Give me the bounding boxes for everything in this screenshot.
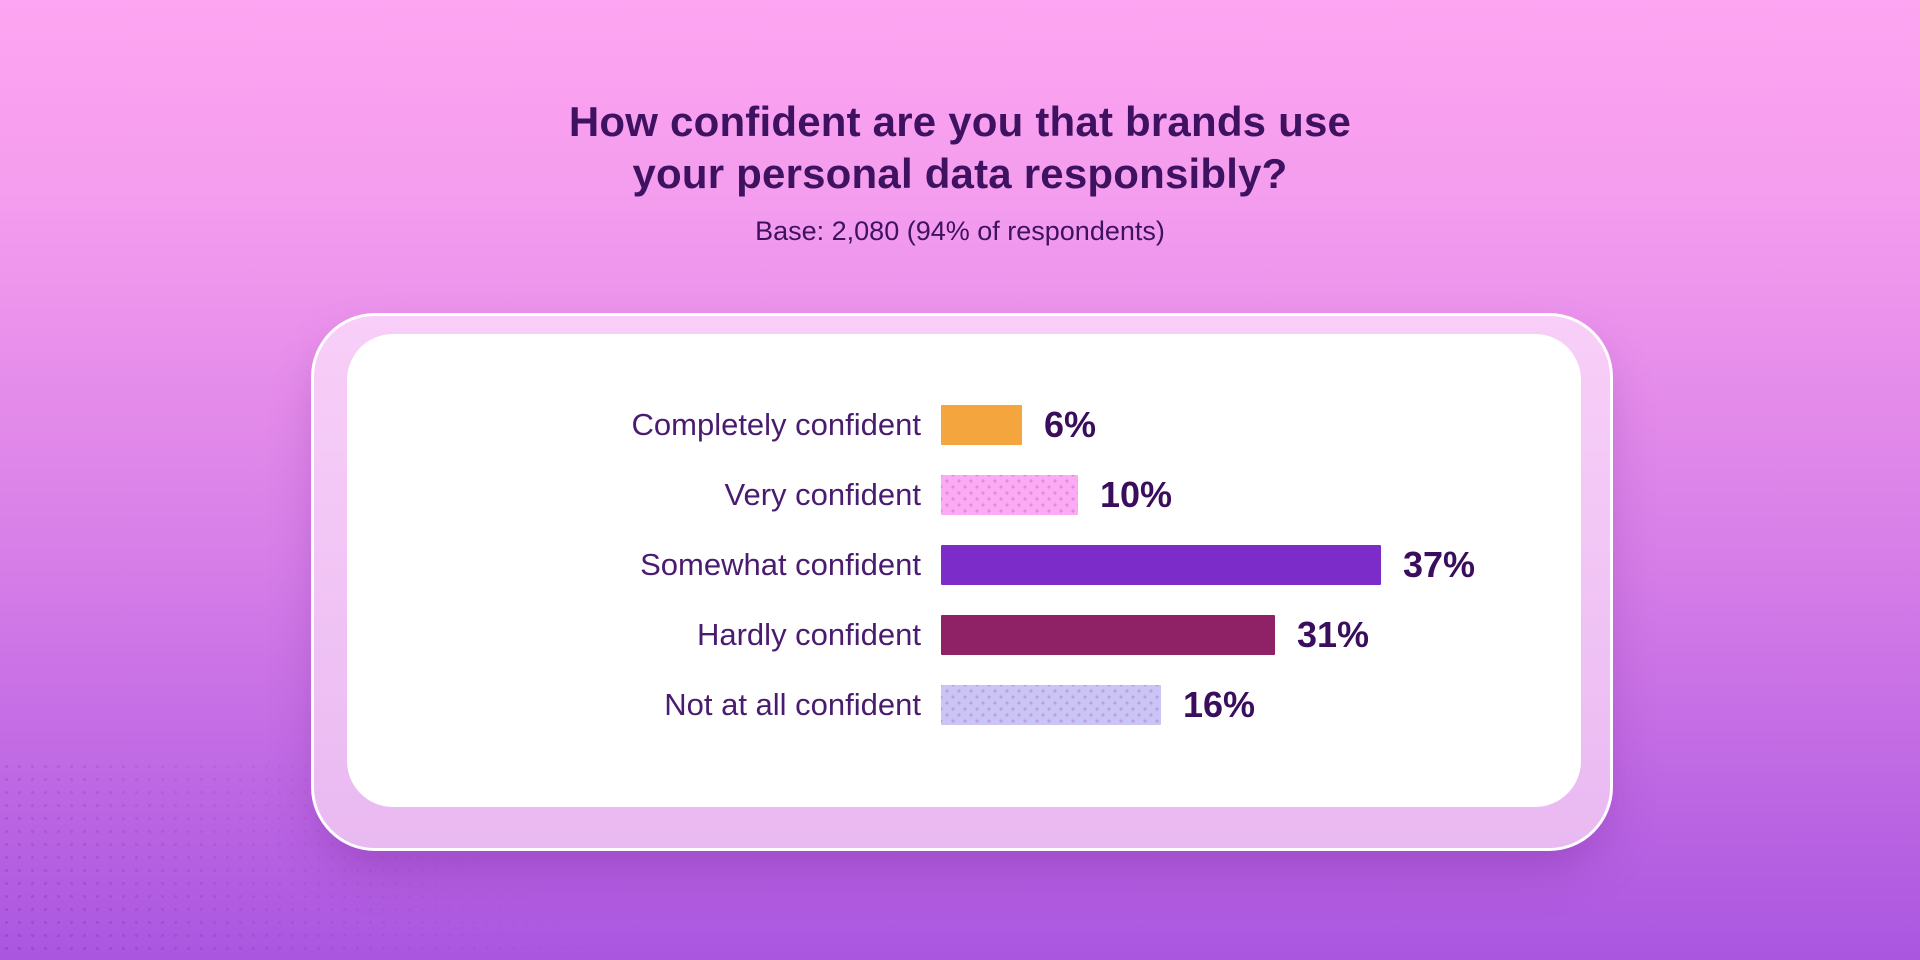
chart-title-line-1: How confident are you that brands use xyxy=(568,98,1352,145)
value-label: 31% xyxy=(1297,614,1370,655)
bar-chart: Completely confident 6% Very confident 10% S… xyxy=(347,404,1581,755)
chart-card: Completely confident 6% Very confident 10% S… xyxy=(347,334,1581,807)
category-label: Somewhat confident xyxy=(640,547,921,582)
chart-row: Very confident 10% xyxy=(347,474,1581,515)
chart-row: Hardly confident 31% xyxy=(347,614,1581,655)
chart-title-line-2: your personal data responsibly? xyxy=(632,150,1288,197)
category-label: Very confident xyxy=(724,477,921,512)
chart-row: Not at all confident 16% xyxy=(347,684,1581,725)
value-label: 37% xyxy=(1403,544,1476,585)
bar-somewhat-confident xyxy=(941,545,1381,585)
category-label: Not at all confident xyxy=(664,687,921,722)
chart-row: Somewhat confident 37% xyxy=(347,544,1581,585)
chart-subtitle: Base: 2,080 (94% of respondents) xyxy=(755,216,1165,246)
category-label: Hardly confident xyxy=(696,617,921,652)
chart-title: How confident are you that brands use yo… xyxy=(0,96,1920,200)
value-label: 16% xyxy=(1183,684,1256,725)
value-label: 10% xyxy=(1100,474,1173,515)
bar-not-at-all-confident xyxy=(941,685,1161,725)
chart-row: Completely confident 6% xyxy=(347,404,1581,445)
chart-header: How confident are you that brands use yo… xyxy=(0,96,1920,247)
value-label: 6% xyxy=(1044,404,1097,445)
bar-completely-confident xyxy=(941,405,1022,445)
bar-very-confident xyxy=(941,475,1078,515)
chart-card-frame: Completely confident 6% Very confident 10% S… xyxy=(311,313,1613,851)
category-label: Completely confident xyxy=(631,407,922,442)
bar-hardly-confident xyxy=(941,615,1275,655)
